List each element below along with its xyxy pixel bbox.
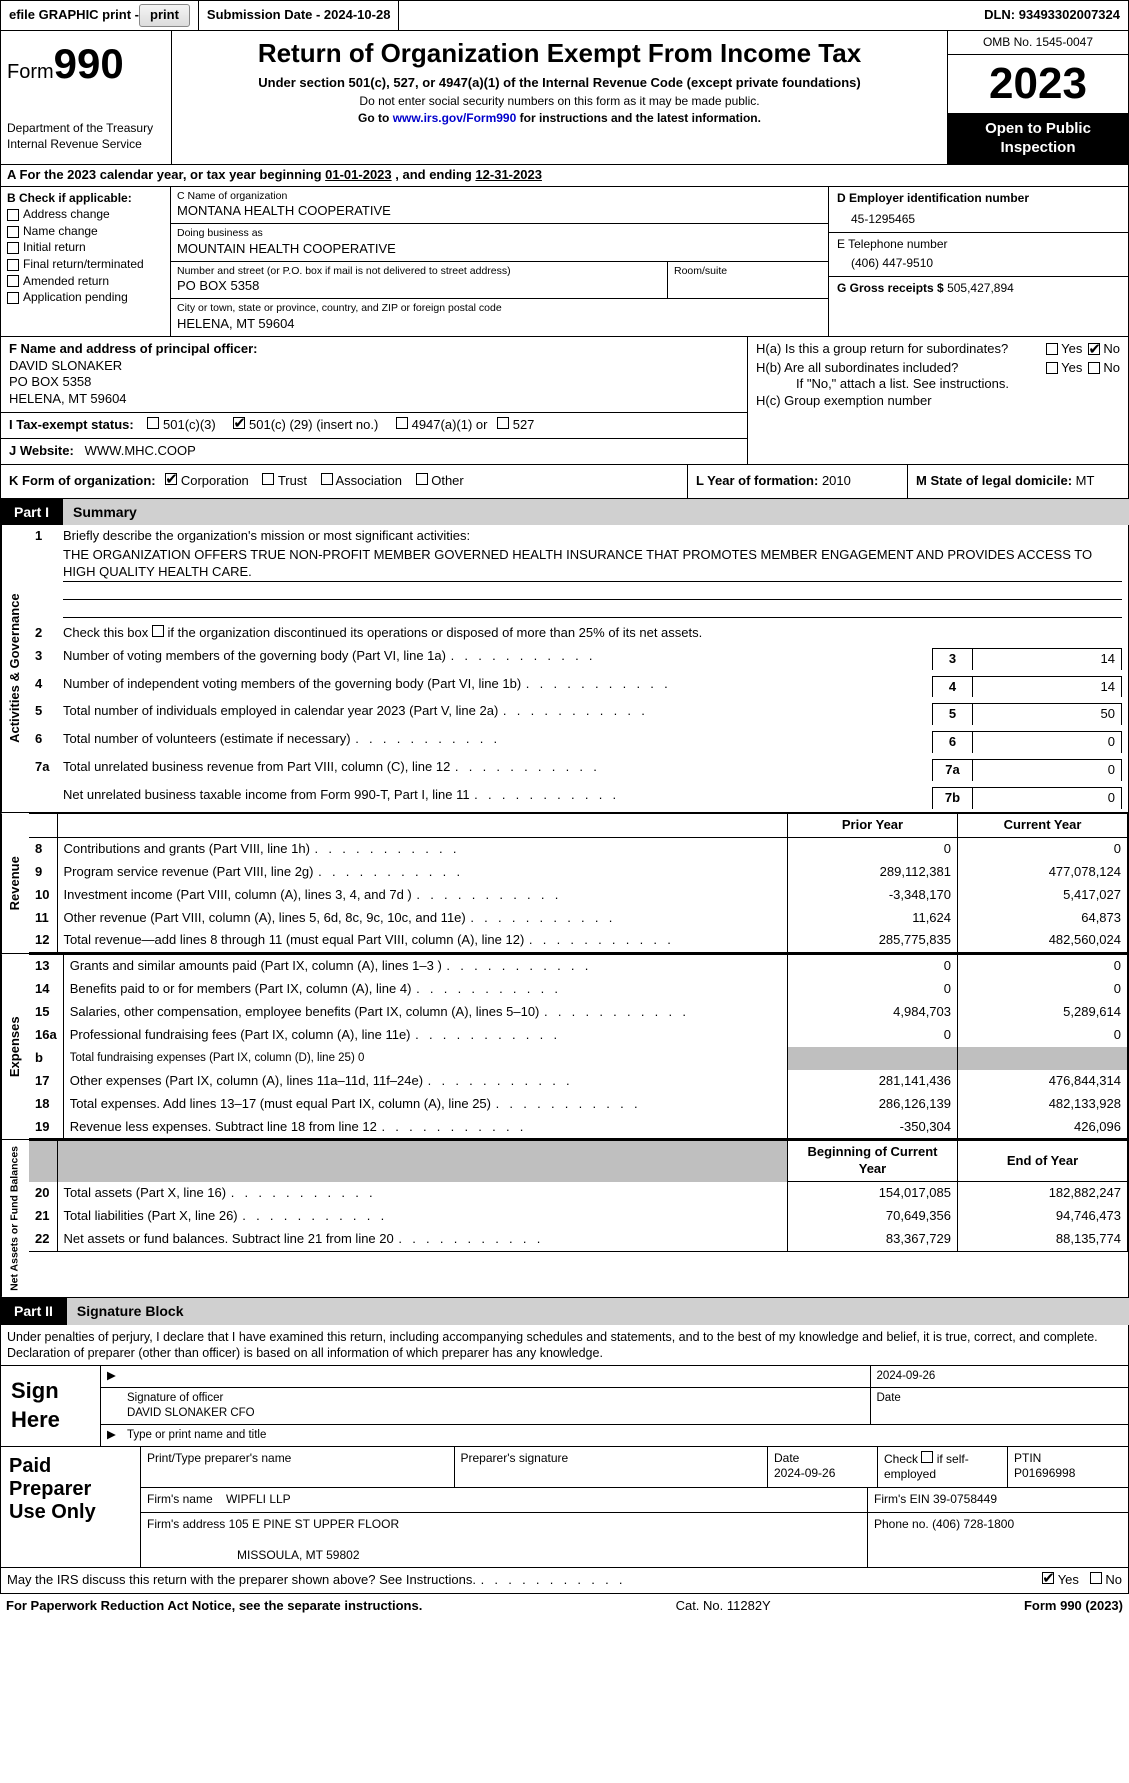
chk-501c[interactable]	[233, 417, 245, 429]
section-f-to-j: F Name and address of principal officer:…	[0, 337, 1129, 465]
year-formation: 2010	[822, 473, 851, 488]
omb-number: OMB No. 1545-0047	[948, 31, 1128, 56]
gov-line: 3Number of voting members of the governi…	[29, 645, 1128, 673]
netassets-row: 21Total liabilities (Part X, line 26)70,…	[29, 1205, 1128, 1228]
chk-trust[interactable]	[262, 473, 274, 485]
gross-receipts: 505,427,894	[947, 281, 1014, 295]
dba-name: MOUNTAIN HEALTH COOPERATIVE	[177, 241, 822, 258]
part2-header: Part II Signature Block	[0, 1298, 1129, 1324]
row-a-tax-year: A For the 2023 calendar year, or tax yea…	[0, 165, 1129, 187]
revenue-row: 10Investment income (Part VIII, column (…	[29, 884, 1128, 907]
part1-header: Part I Summary	[0, 499, 1129, 525]
chk-discuss-yes[interactable]	[1042, 1572, 1054, 1584]
dln: DLN: 93493302007324	[976, 1, 1128, 30]
ptin: P01696998	[1014, 1466, 1075, 1480]
col-c-org-info: C Name of organization MONTANA HEALTH CO…	[171, 187, 828, 336]
efile-graphic: efile GRAPHIC print - print	[1, 1, 199, 30]
dept-treasury: Department of the Treasury Internal Reve…	[7, 121, 165, 152]
ein: 45-1295465	[837, 206, 1120, 228]
chk-final-return[interactable]	[7, 259, 19, 271]
prep-date: 2024-09-26	[774, 1466, 835, 1480]
row-h-group: H(a) Is this a group return for subordin…	[748, 337, 1128, 464]
expense-row: 18Total expenses. Add lines 13–17 (must …	[29, 1093, 1128, 1116]
part1-revenue: Revenue b Prior Year Current Year 8Contr…	[0, 813, 1129, 954]
perjury-statement: Under penalties of perjury, I declare th…	[0, 1325, 1129, 1367]
submission-date: Submission Date - 2024-10-28	[199, 1, 400, 30]
street-address: PO BOX 5358	[177, 278, 661, 295]
expense-row: 13Grants and similar amounts paid (Part …	[29, 955, 1128, 978]
topbar: efile GRAPHIC print - print Submission D…	[0, 0, 1129, 31]
open-to-public: Open to Public Inspection	[948, 113, 1128, 164]
chk-hb-yes[interactable]	[1046, 362, 1058, 374]
sign-here-block: Sign Here ▶ 2024-09-26 Signature of offi…	[0, 1366, 1129, 1447]
chk-self-employed[interactable]	[921, 1451, 933, 1463]
chk-application-pending[interactable]	[7, 292, 19, 304]
chk-discontinued[interactable]	[152, 625, 164, 637]
mission-text: THE ORGANIZATION OFFERS TRUE NON-PROFIT …	[63, 547, 1122, 582]
gov-line: 7aTotal unrelated business revenue from …	[29, 756, 1128, 784]
row-i-tax-status: I Tax-exempt status: 501(c)(3) 501(c) (2…	[1, 413, 747, 439]
col-b-checkboxes: B Check if applicable: Address change Na…	[1, 187, 171, 336]
part1-netassets: Net Assets or Fund Balances Beginning of…	[0, 1140, 1129, 1298]
chk-hb-no[interactable]	[1088, 362, 1100, 374]
row-j-website: J Website: WWW.MHC.COOP	[1, 439, 747, 464]
ssn-warning: Do not enter social security numbers on …	[184, 94, 935, 110]
expense-row: bTotal fundraising expenses (Part IX, co…	[29, 1047, 1128, 1070]
chk-other[interactable]	[416, 473, 428, 485]
firm-phone: (406) 728-1800	[932, 1517, 1014, 1531]
gov-line: 4Number of independent voting members of…	[29, 673, 1128, 701]
revenue-row: 12Total revenue—add lines 8 through 11 (…	[29, 929, 1128, 952]
form-subtitle: Under section 501(c), 527, or 4947(a)(1)…	[184, 75, 935, 92]
form-title: Return of Organization Exempt From Incom…	[184, 37, 935, 71]
chk-501c3[interactable]	[147, 417, 159, 429]
chk-discuss-no[interactable]	[1090, 1572, 1102, 1584]
row-klm: K Form of organization: Corporation Trus…	[0, 465, 1129, 499]
part1-expenses: Expenses 13Grants and similar amounts pa…	[0, 954, 1129, 1140]
tax-year: 2023	[948, 55, 1128, 112]
irs-link[interactable]: www.irs.gov/Form990	[393, 111, 517, 125]
expense-row: 19Revenue less expenses. Subtract line 1…	[29, 1116, 1128, 1139]
part1-governance: Activities & Governance 1 Briefly descri…	[0, 525, 1129, 813]
expense-row: 17Other expenses (Part IX, column (A), l…	[29, 1070, 1128, 1093]
gov-line: 5Total number of individuals employed in…	[29, 700, 1128, 728]
city-state-zip: HELENA, MT 59604	[177, 316, 822, 333]
form-number: Form990	[7, 37, 165, 92]
chk-corporation[interactable]	[165, 473, 177, 485]
firm-name: WIPFLI LLP	[226, 1492, 291, 1506]
form-header: Form990 Department of the Treasury Inter…	[0, 31, 1129, 165]
telephone: (406) 447-9510	[837, 252, 1120, 272]
gov-line: 6Total number of volunteers (estimate if…	[29, 728, 1128, 756]
netassets-row: 20Total assets (Part X, line 16)154,017,…	[29, 1182, 1128, 1205]
chk-initial-return[interactable]	[7, 242, 19, 254]
gov-line: Net unrelated business taxable income fr…	[29, 784, 1128, 812]
chk-ha-yes[interactable]	[1046, 343, 1058, 355]
chk-amended-return[interactable]	[7, 275, 19, 287]
chk-name-change[interactable]	[7, 226, 19, 238]
chk-ha-no[interactable]	[1088, 343, 1100, 355]
section-b-to-g: B Check if applicable: Address change Na…	[0, 187, 1129, 337]
print-button[interactable]: print	[139, 4, 190, 27]
firm-ein: 39-0758449	[933, 1492, 997, 1506]
org-name: MONTANA HEALTH COOPERATIVE	[177, 203, 822, 220]
revenue-row: 8Contributions and grants (Part VIII, li…	[29, 837, 1128, 860]
chk-address-change[interactable]	[7, 209, 19, 221]
revenue-row: 11Other revenue (Part VIII, column (A), …	[29, 907, 1128, 930]
state-domicile: MT	[1076, 473, 1095, 488]
form-footer: For Paperwork Reduction Act Notice, see …	[0, 1594, 1129, 1619]
expense-row: 16aProfessional fundraising fees (Part I…	[29, 1024, 1128, 1047]
revenue-row: 9Program service revenue (Part VIII, lin…	[29, 861, 1128, 884]
paid-preparer-block: Paid Preparer Use Only Print/Type prepar…	[0, 1447, 1129, 1569]
col-d-ein-etc: D Employer identification number 45-1295…	[828, 187, 1128, 336]
expense-row: 15Salaries, other compensation, employee…	[29, 1001, 1128, 1024]
row-f-officer: F Name and address of principal officer:…	[1, 337, 747, 414]
netassets-row: 22Net assets or fund balances. Subtract …	[29, 1228, 1128, 1251]
chk-4947a1[interactable]	[396, 417, 408, 429]
discuss-with-preparer: May the IRS discuss this return with the…	[0, 1568, 1129, 1594]
chk-527[interactable]	[497, 417, 509, 429]
officer-signature-name: DAVID SLONAKER CFO	[127, 1407, 255, 1419]
website-url: WWW.MHC.COOP	[85, 443, 196, 458]
chk-association[interactable]	[321, 473, 333, 485]
expense-row: 14Benefits paid to or for members (Part …	[29, 978, 1128, 1001]
